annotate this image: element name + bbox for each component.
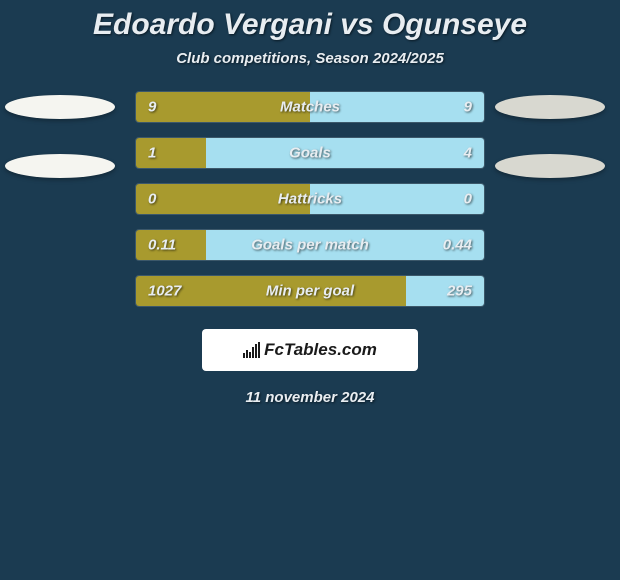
stat-bar-left-segment	[136, 138, 206, 168]
stat-value-left: 1027	[148, 283, 181, 300]
stat-value-left: 9	[148, 99, 156, 116]
brand-chart-icon	[243, 342, 260, 358]
player2-avatar-placeholder	[495, 95, 605, 119]
stat-value-right: 295	[447, 283, 472, 300]
left-avatar-column	[5, 91, 125, 178]
stat-value-left: 0	[148, 191, 156, 208]
stat-bar: Goals 1 4	[135, 137, 485, 169]
stat-value-right: 4	[464, 145, 472, 162]
stat-bar-right-segment	[406, 276, 484, 306]
stat-value-right: 0	[464, 191, 472, 208]
stats-area: Matches 9 9 Goals 1 4 Hattricks 0 0 Goals per mat…	[0, 91, 620, 307]
stat-label: Hattricks	[278, 191, 342, 208]
stat-bar: Hattricks 0 0	[135, 183, 485, 215]
stat-bar: Min per goal 1027 295	[135, 275, 485, 307]
player2-avatar-placeholder-2	[495, 154, 605, 178]
player1-avatar-placeholder	[5, 95, 115, 119]
stat-label: Goals	[289, 145, 331, 162]
stat-value-left: 0.11	[148, 237, 176, 254]
stat-value-right: 9	[464, 99, 472, 116]
stat-value-right: 0.44	[443, 237, 472, 254]
stat-label: Goals per match	[251, 237, 369, 254]
stat-value-left: 1	[148, 145, 156, 162]
stat-bar: Goals per match 0.11 0.44	[135, 229, 485, 261]
date-text: 11 november 2024	[0, 389, 620, 406]
stat-bar: Matches 9 9	[135, 91, 485, 123]
stat-bars-column: Matches 9 9 Goals 1 4 Hattricks 0 0 Goals per mat…	[135, 91, 485, 307]
player1-avatar-placeholder-2	[5, 154, 115, 178]
brand-text: FcTables.com	[264, 340, 377, 360]
page-title: Edoardo Vergani vs Ogunseye	[0, 0, 620, 50]
container: Edoardo Vergani vs Ogunseye Club competi…	[0, 0, 620, 580]
stat-label: Matches	[280, 99, 340, 116]
stat-bar-right-segment	[206, 138, 484, 168]
right-avatar-column	[495, 91, 615, 178]
brand-box: FcTables.com	[202, 329, 418, 371]
stat-label: Min per goal	[266, 283, 354, 300]
subtitle: Club competitions, Season 2024/2025	[0, 50, 620, 67]
